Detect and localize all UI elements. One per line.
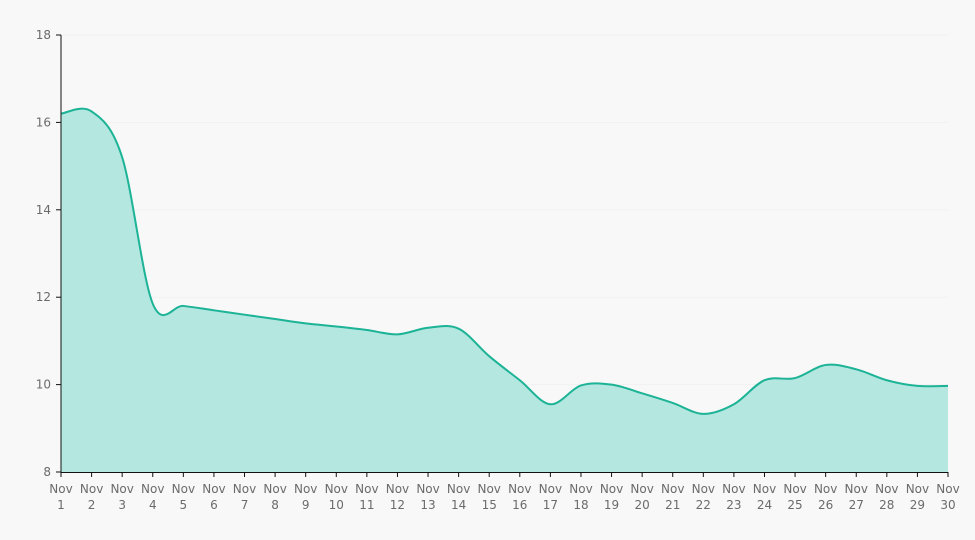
x-tick-label-7: Nov 7 <box>233 482 256 512</box>
x-tick-label-11: Nov 11 <box>355 482 378 512</box>
x-tick-label-13: Nov 13 <box>416 482 439 512</box>
series-area-fill <box>61 108 948 472</box>
x-tick-label-6: Nov 6 <box>202 482 225 512</box>
axes <box>60 35 948 473</box>
x-tick-label-5: Nov 5 <box>172 482 195 512</box>
x-tick-label-30: Nov 30 <box>936 482 959 512</box>
y-tick-label-18: 18 <box>36 28 51 42</box>
x-tick-label-14: Nov 14 <box>447 482 470 512</box>
x-tick-label-25: Nov 25 <box>783 482 806 512</box>
y-tick-label-8: 8 <box>43 465 51 479</box>
y-tick-label-12: 12 <box>36 290 51 304</box>
x-tick-label-20: Nov 20 <box>630 482 653 512</box>
series-line <box>60 107 949 415</box>
x-tick-label-22: Nov 22 <box>692 482 715 512</box>
x-tick-label-17: Nov 17 <box>539 482 562 512</box>
x-tick-label-9: Nov 9 <box>294 482 317 512</box>
x-tick-label-26: Nov 26 <box>814 482 837 512</box>
x-axis-ticks: Nov 1 Nov 2 Nov 3 Nov 4 Nov 5 Nov 6 Nov 7 Nov 8 Nov 9 Nov 1… <box>49 472 960 512</box>
x-tick-label-1: Nov 1 <box>49 482 72 512</box>
x-tick-label-12: Nov 12 <box>386 482 409 512</box>
x-tick-label-27: Nov 27 <box>845 482 868 512</box>
y-tick-label-16: 16 <box>36 115 51 129</box>
x-tick-label-15: Nov 15 <box>477 482 500 512</box>
x-tick-label-19: Nov 19 <box>600 482 623 512</box>
x-tick-label-21: Nov 21 <box>661 482 684 512</box>
x-tick-label-2: Nov 2 <box>80 482 103 512</box>
x-tick-label-8: Nov 8 <box>263 482 286 512</box>
x-tick-label-23: Nov 23 <box>722 482 745 512</box>
x-tick-label-29: Nov 29 <box>906 482 929 512</box>
x-tick-label-10: Nov 10 <box>325 482 348 512</box>
y-tick-label-10: 10 <box>36 378 51 392</box>
x-tick-label-4: Nov 4 <box>141 482 164 512</box>
x-tick-label-3: Nov 3 <box>110 482 133 512</box>
x-tick-label-24: Nov 24 <box>753 482 776 512</box>
x-tick-label-28: Nov 28 <box>875 482 898 512</box>
x-tick-label-18: Nov 18 <box>569 482 592 512</box>
y-tick-label-14: 14 <box>36 203 51 217</box>
x-tick-label-16: Nov 16 <box>508 482 531 512</box>
y-axis-ticks: 8 10 12 14 16 18 <box>36 28 61 479</box>
